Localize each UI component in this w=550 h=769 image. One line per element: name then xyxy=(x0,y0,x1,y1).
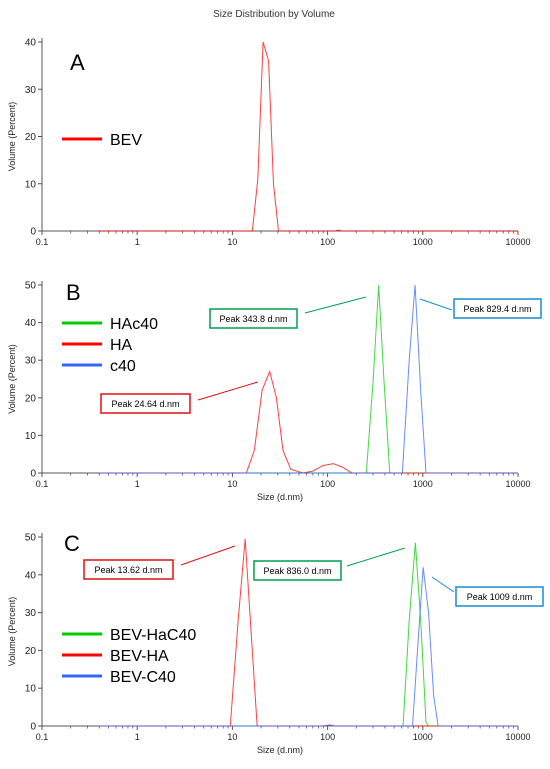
x-tick-label: 100 xyxy=(320,479,335,489)
x-tick-label: 1000 xyxy=(413,237,433,247)
panel-letter: C xyxy=(64,531,80,556)
series-line-c40 xyxy=(99,284,518,474)
annotation-box xyxy=(100,393,191,414)
y-tick-label: 30 xyxy=(25,356,37,367)
y-tick-label: 20 xyxy=(25,646,37,657)
legend-label: BEV-HaC40 xyxy=(110,627,196,644)
y-tick-label: 10 xyxy=(25,431,37,442)
x-tick-label: 10 xyxy=(227,479,237,489)
y-axis-label: Volume (Percent) xyxy=(7,102,17,172)
annotation-leader-line xyxy=(431,576,455,593)
x-axis-label: Size (d.nm) xyxy=(257,492,303,502)
annotation-box xyxy=(253,560,342,581)
series-line-bev xyxy=(99,41,518,232)
annotation-box xyxy=(453,298,542,319)
legend-label: HA xyxy=(110,337,133,354)
x-tick-label: 10000 xyxy=(505,479,530,489)
y-tick-label: 40 xyxy=(25,570,37,581)
x-tick-label: 10000 xyxy=(505,237,530,247)
annotation-label: Peak 13.62 d.nm xyxy=(94,565,162,575)
legend-label: HAc40 xyxy=(110,316,158,333)
panel-letter: B xyxy=(66,280,81,305)
chart-panel-a: 0.1 1 10 100 1000 10000 0 10 20 30 40 Volume (Perce… xyxy=(7,38,531,248)
annotation-leader-line xyxy=(346,547,406,567)
y-axis-label: Volume (Percent) xyxy=(7,597,17,667)
annotation-leader-line xyxy=(197,381,259,401)
legend-label: c40 xyxy=(110,358,136,375)
annotation-label: Peak 829.4 d.nm xyxy=(463,304,531,314)
figure-title: Size Distribution by Volume xyxy=(213,9,335,20)
chart-panel-b: 0.1 1 10 100 1000 10000 0 10 20 30 40 50 Volume (Per… xyxy=(7,280,542,502)
x-tick-label: 10 xyxy=(227,237,237,247)
x-tick-label: 1000 xyxy=(413,479,433,489)
y-tick-label: 0 xyxy=(30,227,36,238)
x-tick-label: 100 xyxy=(320,732,335,742)
y-axis-label: Volume (Percent) xyxy=(7,344,17,414)
series-line-bev-hac40 xyxy=(99,542,518,727)
y-tick-label: 10 xyxy=(25,684,37,695)
y-tick-label: 40 xyxy=(25,318,37,329)
panel-letter: A xyxy=(70,50,85,75)
legend-label: BEV xyxy=(110,132,142,149)
x-tick-label: 1 xyxy=(135,732,140,742)
y-tick-label: 20 xyxy=(25,393,37,404)
y-tick-label: 40 xyxy=(25,38,37,49)
y-tick-label: 10 xyxy=(25,179,37,190)
y-tick-label: 0 xyxy=(30,722,36,733)
x-tick-label: 10000 xyxy=(505,732,530,742)
x-tick-label: 1 xyxy=(135,237,140,247)
annotation-label: Peak 836.0 d.nm xyxy=(263,566,331,576)
annotation-box xyxy=(455,586,544,607)
y-tick-label: 30 xyxy=(25,85,37,96)
annotation-leader-line xyxy=(419,298,453,311)
annotation-leader-line xyxy=(304,296,367,314)
x-tick-label: 1000 xyxy=(413,732,433,742)
series-line-bev-ha xyxy=(99,538,518,727)
y-tick-label: 30 xyxy=(25,608,37,619)
annotation-box xyxy=(83,559,174,580)
y-tick-label: 50 xyxy=(25,533,37,544)
y-tick-label: 0 xyxy=(30,469,36,480)
annotation-box xyxy=(209,308,298,329)
x-tick-label: 0.1 xyxy=(36,237,49,247)
annotation-label: Peak 1009 d.nm xyxy=(467,592,533,602)
legend-label: BEV-HA xyxy=(110,648,169,665)
y-tick-label: 20 xyxy=(25,132,37,143)
x-tick-label: 0.1 xyxy=(36,732,49,742)
annotation-leader-line xyxy=(180,545,236,566)
annotation-label: Peak 343.8 d.nm xyxy=(219,314,287,324)
y-tick-label: 50 xyxy=(25,281,37,292)
x-tick-label: 100 xyxy=(320,237,335,247)
x-axis-label: Size (d.nm) xyxy=(257,745,303,755)
chart-panel-c: 0.1 1 10 100 1000 10000 0 10 20 30 40 50 Volume (Per… xyxy=(7,531,544,755)
x-tick-label: 1 xyxy=(135,479,140,489)
annotation-label: Peak 24.64 d.nm xyxy=(111,399,179,409)
series-line-bev-c40 xyxy=(99,567,518,727)
x-tick-label: 10 xyxy=(227,732,237,742)
legend-label: BEV-C40 xyxy=(110,669,176,686)
x-tick-label: 0.1 xyxy=(36,479,49,489)
series-line-ha xyxy=(99,369,518,474)
